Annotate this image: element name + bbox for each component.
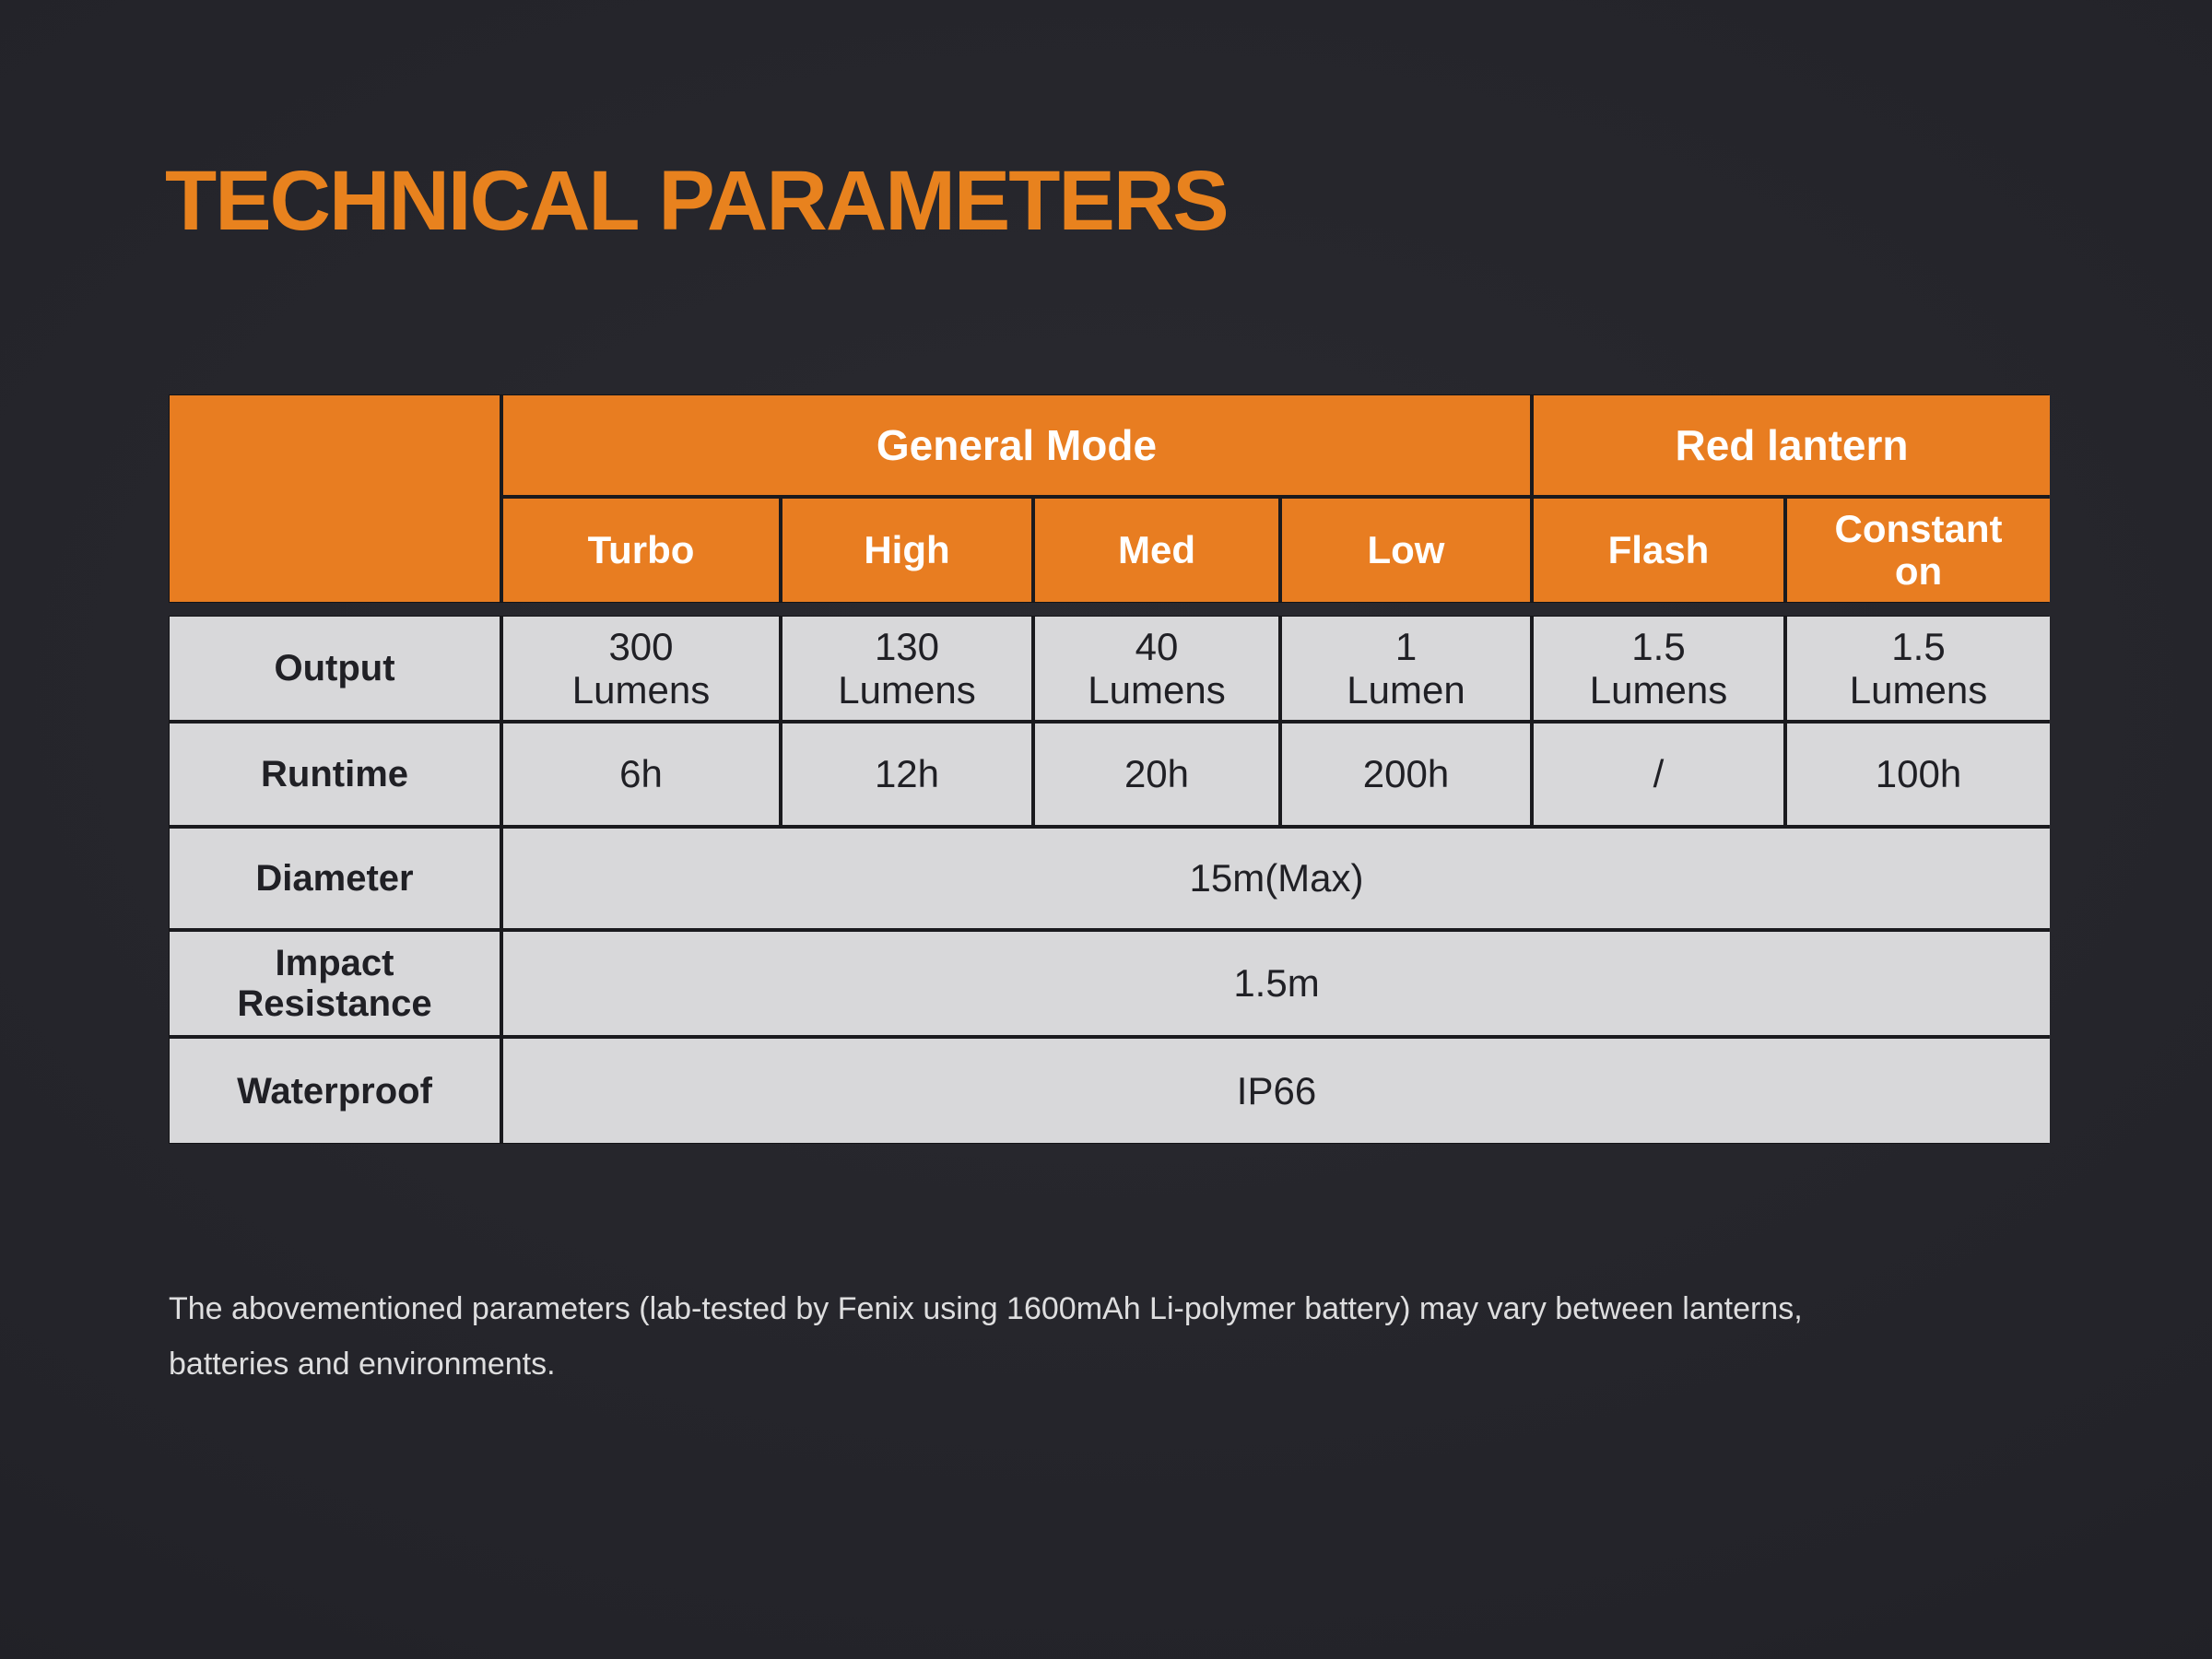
cell-runtime-constant-on: 100h: [1787, 724, 2050, 825]
cell-runtime-flash: /: [1534, 724, 1783, 825]
column-header-high-label: High: [864, 527, 950, 571]
cell-output-med: 40 Lumens: [1035, 617, 1278, 720]
cell-output-low: 1 Lumen: [1282, 617, 1530, 720]
cell-runtime-turbo: 6h: [503, 724, 779, 825]
cell-output-flash: 1.5 Lumens: [1534, 617, 1783, 720]
column-header-med: Med: [1035, 499, 1278, 602]
column-header-low: Low: [1282, 499, 1530, 602]
row-label-diameter-text: Diameter: [255, 858, 414, 899]
group-header-general-mode: General Mode: [503, 395, 1530, 495]
row-label-waterproof-text: Waterproof: [237, 1070, 432, 1112]
row-label-output-text: Output: [274, 648, 395, 688]
cell-waterproof-value: IP66: [503, 1039, 2050, 1143]
row-label-diameter: Diameter: [170, 829, 500, 928]
column-header-constant-on-label: Constant on: [1834, 506, 2003, 593]
column-header-flash: Flash: [1534, 499, 1783, 602]
footer-note: The abovementioned parameters (lab-teste…: [169, 1291, 1803, 1382]
row-label-runtime: Runtime: [170, 724, 500, 825]
cell-diameter-value: 15m(Max): [503, 829, 2050, 928]
cell-runtime-high: 12h: [782, 724, 1031, 825]
table-body: Output 300 Lumens 130 Lumens 40 Lumens 1…: [169, 616, 2050, 1144]
row-label-output: Output: [170, 617, 500, 720]
cell-output-high: 130 Lumens: [782, 617, 1031, 720]
column-header-constant-on: Constant on: [1787, 499, 2050, 602]
row-label-impact-resistance: Impact Resistance: [170, 932, 500, 1035]
cell-output-turbo: 300 Lumens: [503, 617, 779, 720]
page-title: TECHNICAL PARAMETERS: [165, 154, 1230, 248]
cell-runtime-low: 200h: [1282, 724, 1530, 825]
column-header-turbo-label: Turbo: [587, 527, 695, 571]
cell-runtime-med: 20h: [1035, 724, 1278, 825]
row-label-impact-resistance-text: Impact Resistance: [237, 943, 432, 1024]
column-header-low-label: Low: [1367, 527, 1445, 571]
cell-output-constant-on: 1.5 Lumens: [1787, 617, 2050, 720]
corner-cell: [170, 395, 500, 602]
row-label-runtime-text: Runtime: [261, 754, 408, 794]
group-header-red-lantern: Red lantern: [1534, 395, 2050, 495]
row-label-waterproof: Waterproof: [170, 1039, 500, 1143]
table-header: General Mode Red lantern Turbo High Med …: [169, 394, 2050, 603]
column-header-flash-label: Flash: [1607, 527, 1710, 571]
cell-impact-resistance-value: 1.5m: [503, 932, 2050, 1035]
column-header-turbo: Turbo: [503, 499, 779, 602]
column-header-med-label: Med: [1118, 527, 1195, 571]
column-header-high: High: [782, 499, 1031, 602]
spec-table: General Mode Red lantern Turbo High Med …: [169, 394, 2050, 1144]
